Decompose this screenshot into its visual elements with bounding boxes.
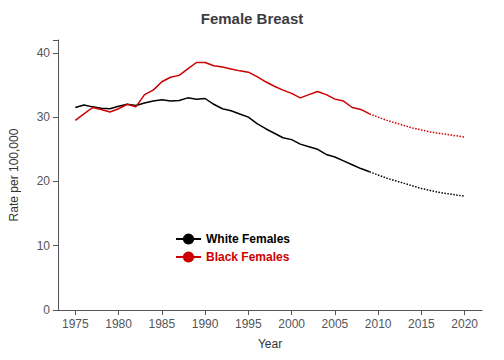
svg-text:Year: Year [258, 337, 282, 351]
svg-text:10: 10 [37, 239, 51, 253]
svg-text:Female Breast: Female Breast [201, 10, 304, 27]
svg-text:1990: 1990 [192, 317, 219, 331]
svg-text:2005: 2005 [322, 317, 349, 331]
svg-text:20: 20 [37, 174, 51, 188]
svg-text:White Females: White Females [206, 232, 290, 246]
svg-text:1980: 1980 [105, 317, 132, 331]
svg-text:2015: 2015 [408, 317, 435, 331]
svg-text:0: 0 [43, 303, 50, 317]
svg-text:Rate per 100,000: Rate per 100,000 [7, 128, 21, 221]
svg-text:2020: 2020 [451, 317, 478, 331]
svg-text:2000: 2000 [278, 317, 305, 331]
svg-text:40: 40 [37, 46, 51, 60]
svg-text:2010: 2010 [365, 317, 392, 331]
svg-text:30: 30 [37, 110, 51, 124]
svg-text:Black Females: Black Females [206, 250, 290, 264]
svg-text:1985: 1985 [148, 317, 175, 331]
svg-text:1995: 1995 [235, 317, 262, 331]
svg-text:1975: 1975 [62, 317, 89, 331]
